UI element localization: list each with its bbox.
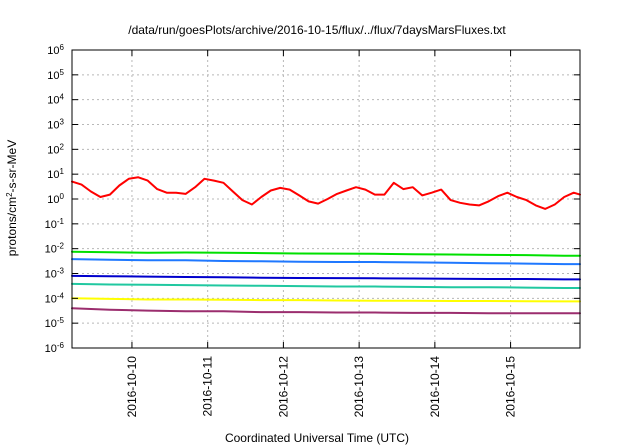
y-tick-exponent: 3 — [60, 117, 65, 126]
x-tick-label: 2016-10-15 — [504, 356, 518, 418]
series-line-2 — [71, 250, 581, 257]
x-tick-label: 2016-10-13 — [352, 356, 366, 418]
y-tick-exponent: -3 — [57, 266, 65, 275]
y-tick-exponent: 5 — [60, 67, 65, 76]
series-line-5 — [71, 282, 581, 289]
y-tick-label: 103 — [47, 117, 64, 132]
y-tick-base: 10 — [45, 269, 57, 281]
x-axis-ticks: 2016-10-10 2016-10-11 2016-10-12 2016-10-13… — [125, 50, 518, 417]
y-tick-base: 10 — [47, 95, 59, 107]
y-tick-base: 10 — [45, 318, 57, 330]
y-tick-exponent: -2 — [57, 241, 65, 250]
y-tick-base: 10 — [45, 293, 57, 305]
x-axis-label: Coordinated Universal Time (UTC) — [225, 431, 409, 445]
y-tick-label: 10-4 — [45, 291, 65, 306]
y-tick-label: 10-6 — [45, 341, 65, 356]
y-tick-label: 101 — [47, 167, 64, 182]
series-line-6 — [71, 297, 581, 303]
chart-title: /data/run/goesPlots/archive/2016-10-15/f… — [128, 23, 506, 37]
y-tick-exponent: -5 — [57, 316, 65, 325]
y-tick-base: 10 — [45, 219, 57, 231]
series-line-7 — [71, 307, 581, 315]
y-tick-exponent: -1 — [57, 216, 65, 225]
y-tick-base: 10 — [47, 169, 59, 181]
y-tick-base: 10 — [47, 70, 59, 82]
series-line-3 — [71, 258, 581, 266]
y-tick-label: 100 — [47, 192, 64, 207]
series-line-1 — [71, 176, 581, 210]
x-tick-label: 2016-10-10 — [125, 356, 139, 418]
x-tick-label: 2016-10-11 — [201, 356, 215, 417]
y-tick-label: 102 — [47, 142, 64, 157]
y-axis-label-base: protons/cm — [5, 197, 19, 256]
y-tick-label: 10-5 — [45, 316, 65, 331]
x-tick-label: 2016-10-12 — [276, 356, 290, 418]
series-line-4 — [71, 274, 581, 281]
y-tick-exponent: 1 — [60, 167, 65, 176]
y-tick-base: 10 — [47, 144, 59, 156]
y-tick-exponent: 2 — [60, 142, 65, 151]
y-axis-label-sup: 2 — [5, 192, 14, 197]
y-tick-label: 10-2 — [45, 241, 65, 256]
y-tick-base: 10 — [45, 343, 57, 355]
y-axis-label-rest: -s-sr-MeV — [5, 140, 19, 193]
y-tick-base: 10 — [47, 194, 59, 206]
y-tick-label: 105 — [47, 67, 64, 82]
y-tick-label: 106 — [47, 43, 64, 58]
y-tick-label: 10-3 — [45, 266, 65, 281]
y-tick-label: 104 — [47, 92, 64, 107]
x-tick-label: 2016-10-14 — [428, 356, 442, 418]
y-tick-base: 10 — [47, 45, 59, 57]
y-axis-label: protons/cm2-s-sr-MeV — [5, 140, 20, 256]
y-tick-label: 10-1 — [45, 216, 65, 231]
y-axis-ticks: 10-610-510-410-310-210-11001011021031041… — [45, 43, 580, 356]
y-tick-exponent: 0 — [60, 192, 65, 201]
y-tick-exponent: 4 — [60, 92, 65, 101]
y-tick-exponent: -6 — [57, 341, 65, 350]
y-tick-exponent: -4 — [57, 291, 65, 300]
y-tick-base: 10 — [47, 120, 59, 132]
y-tick-exponent: 6 — [60, 43, 65, 52]
y-tick-base: 10 — [45, 244, 57, 256]
series-layer — [71, 176, 581, 315]
